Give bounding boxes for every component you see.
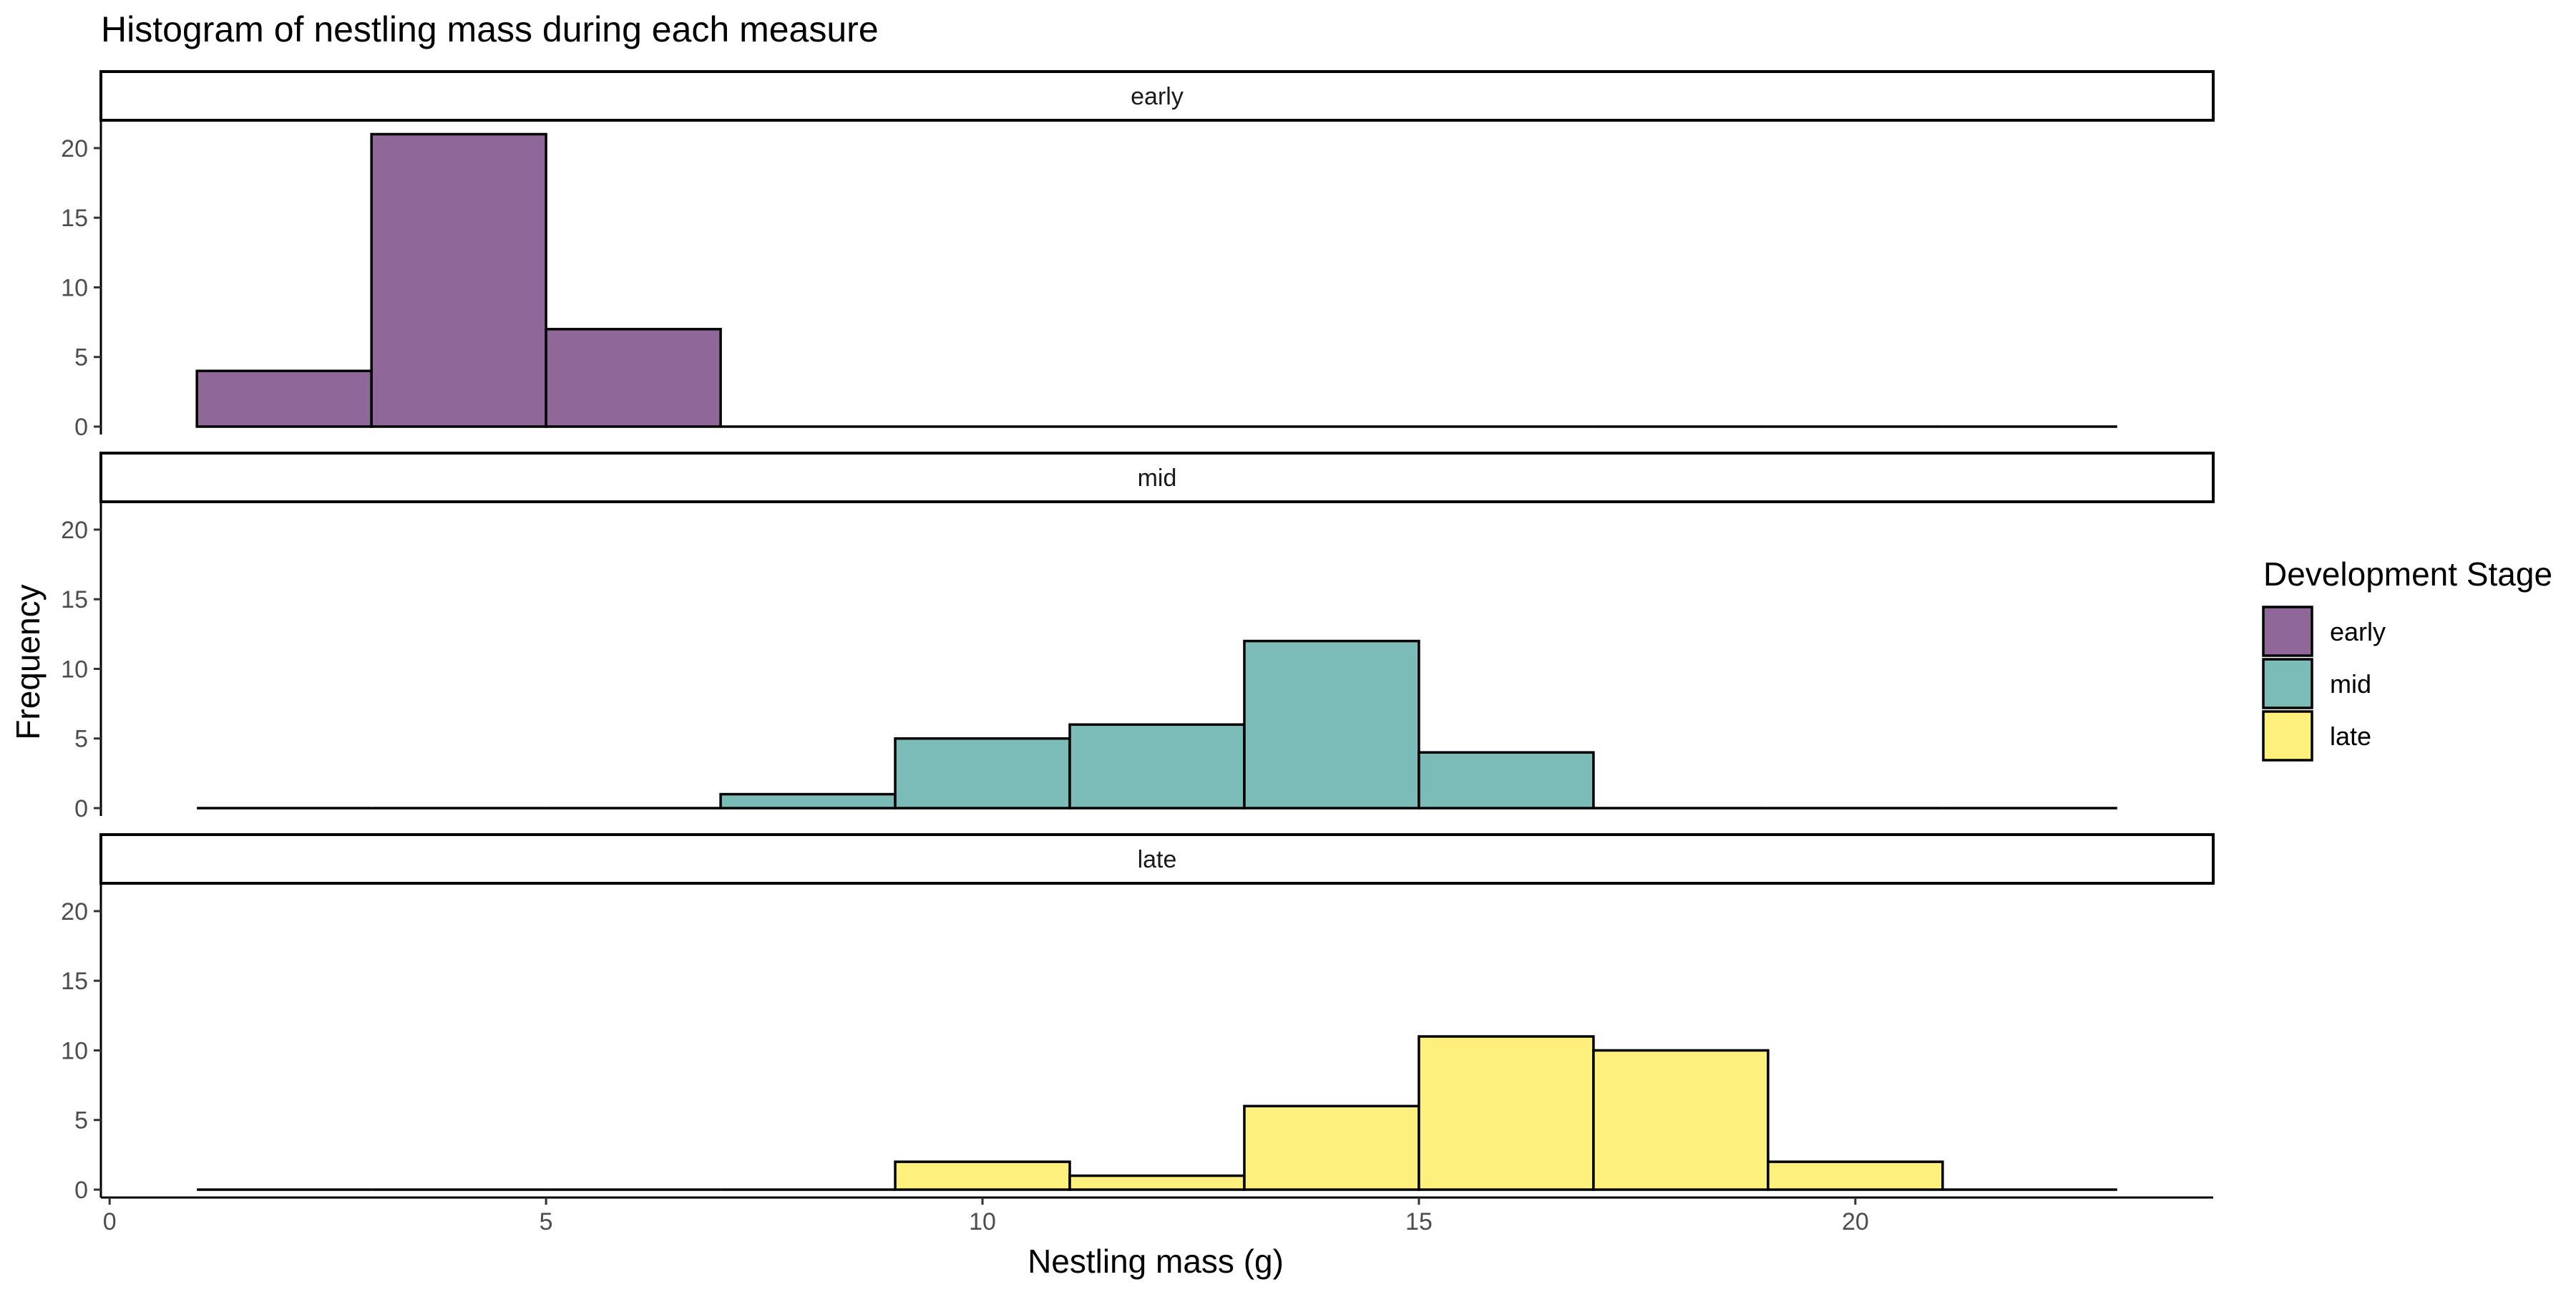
facet-panel-mid: mid 0 5 10 15 20	[61, 452, 2215, 822]
histogram-bar	[1068, 723, 1246, 810]
histogram-bar	[894, 737, 1071, 810]
histogram-bar	[1418, 1035, 1595, 1191]
x-tick-label: 10	[969, 1208, 996, 1235]
legend-key-late	[2262, 710, 2313, 762]
y-tick-label: 20	[61, 135, 88, 162]
series-mid	[197, 639, 2117, 810]
y-tick-label: 10	[61, 1037, 88, 1064]
y-tick-label: 0	[74, 1177, 88, 1204]
x-tick-label: 5	[540, 1208, 553, 1235]
histogram-bar	[1243, 639, 1420, 810]
facet-strip	[99, 70, 2215, 122]
y-tick-label: 20	[61, 898, 88, 926]
facet-strip	[99, 452, 2215, 503]
y-axis-title: Frequency	[9, 584, 47, 739]
series-late	[197, 1035, 2117, 1191]
histogram-bar	[894, 1160, 1071, 1191]
y-tick-label: 15	[61, 968, 88, 995]
histogram-bar	[370, 132, 547, 428]
legend-key-mid	[2262, 658, 2313, 709]
histogram-bar	[1418, 751, 1595, 810]
histogram-bar	[545, 328, 722, 428]
facet-strip-label: mid	[1138, 465, 1177, 492]
y-tick-label: 15	[61, 586, 88, 613]
y-tick-label: 20	[61, 517, 88, 544]
x-axis-title: Nestling mass (g)	[1028, 1243, 1284, 1280]
legend-title: Development Stage	[2263, 555, 2552, 593]
x-tick-label: 20	[1842, 1208, 1869, 1235]
x-tick-label: 0	[103, 1208, 117, 1235]
y-tick-label: 5	[74, 726, 88, 753]
legend: Development Stage early mid late	[2262, 555, 2552, 762]
histogram-bar	[1767, 1160, 1944, 1191]
histogram-bar	[1243, 1104, 1420, 1191]
y-tick-label: 0	[74, 795, 88, 822]
legend-label-early: early	[2330, 617, 2386, 646]
y-tick-label: 10	[61, 656, 88, 683]
x-axis: 0 5 10 15 20	[101, 1196, 2213, 1235]
facet-panel-early: early 0 5 10 15 20	[61, 70, 2215, 441]
facet-strip-label: early	[1131, 83, 1184, 110]
facet-strip-label: late	[1138, 846, 1177, 873]
y-tick-label: 5	[74, 344, 88, 371]
legend-key-early	[2262, 606, 2313, 657]
y-tick-label: 10	[61, 274, 88, 301]
facet-panel-late: late 0 5 10 15 20	[61, 833, 2215, 1204]
histogram-bar	[195, 369, 373, 428]
legend-label-late: late	[2330, 722, 2371, 751]
series-early	[195, 132, 2117, 428]
y-tick-label: 0	[74, 414, 88, 441]
histogram-bar	[1068, 1174, 1246, 1191]
legend-label-mid: mid	[2330, 669, 2371, 699]
x-tick-label: 15	[1405, 1208, 1433, 1235]
y-tick-label: 5	[74, 1107, 88, 1135]
y-tick-label: 15	[61, 205, 88, 232]
histogram-bar	[719, 792, 897, 810]
facet-strip	[99, 833, 2215, 885]
facets-layer: early 0 5 10 15 20 mid 0 5 10 15 20 late 0 5 10 15 20	[61, 70, 2215, 1204]
histogram-bar	[1592, 1049, 1770, 1191]
chart-title: Histogram of nestling mass during each m…	[101, 9, 879, 49]
